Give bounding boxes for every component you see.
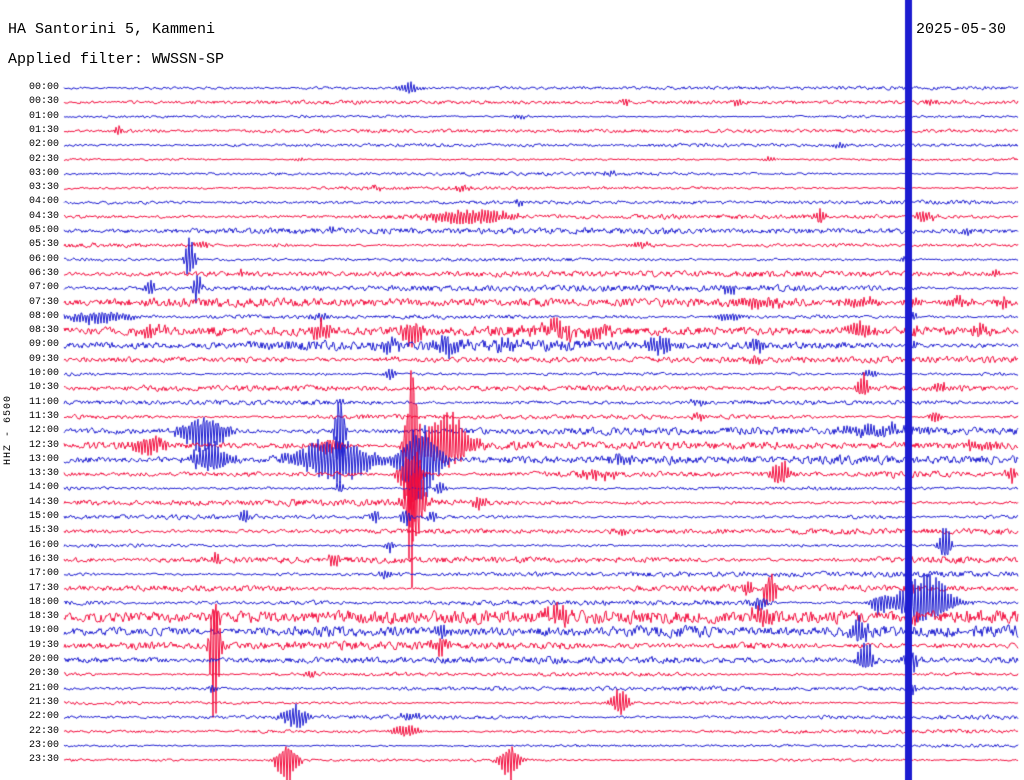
time-label: 15:30 — [28, 525, 59, 537]
time-label: 03:30 — [28, 182, 59, 194]
time-label: 07:30 — [28, 296, 59, 308]
time-label: 22:30 — [28, 725, 59, 737]
time-label: 12:00 — [28, 425, 59, 437]
time-label: 04:30 — [28, 210, 59, 222]
time-label: 23:00 — [28, 739, 59, 751]
time-label: 16:30 — [28, 553, 59, 565]
time-label: 05:00 — [28, 225, 59, 236]
time-label: 17:30 — [28, 582, 59, 594]
time-label: 16:00 — [28, 539, 59, 551]
time-label: 22:00 — [28, 711, 59, 723]
time-label: 21:00 — [28, 682, 59, 694]
time-label: 01:30 — [28, 124, 59, 136]
filter-label: Applied filter: WWSSN-SP — [8, 51, 225, 68]
date-label: 2025-05-30 — [916, 21, 1007, 38]
time-label: 11:30 — [28, 410, 59, 422]
time-label: 02:00 — [28, 139, 59, 151]
time-label: 06:00 — [28, 253, 59, 265]
time-label: 14:00 — [28, 482, 59, 494]
time-label: 05:30 — [28, 239, 59, 251]
time-label: 19:30 — [28, 639, 59, 651]
station-title: HA Santorini 5, Kammeni — [8, 21, 216, 38]
time-label: 18:00 — [28, 596, 59, 608]
time-label: 06:30 — [28, 267, 59, 279]
time-label: 23:30 — [28, 754, 59, 766]
time-label: 20:00 — [28, 654, 59, 665]
time-label: 10:30 — [28, 382, 59, 394]
time-label: 13:30 — [28, 468, 59, 480]
time-label: 00:00 — [28, 82, 59, 93]
time-label: 21:30 — [28, 696, 59, 708]
time-label: 17:00 — [28, 568, 59, 580]
time-label: 04:00 — [28, 196, 59, 208]
time-label: 08:30 — [28, 325, 59, 337]
time-label: 03:00 — [28, 167, 59, 179]
time-label: 02:30 — [28, 153, 59, 165]
time-label: 20:30 — [28, 668, 59, 680]
time-label: 09:30 — [28, 353, 59, 365]
time-label: 09:00 — [28, 339, 59, 351]
time-label: 08:00 — [28, 310, 59, 322]
time-label: 19:00 — [28, 625, 59, 637]
time-label: 01:00 — [28, 110, 59, 122]
time-label: 10:00 — [28, 368, 59, 379]
time-label: 14:30 — [28, 496, 59, 508]
time-label: 18:30 — [28, 611, 59, 623]
time-label: 15:00 — [28, 511, 59, 522]
time-label: 13:00 — [28, 453, 59, 465]
time-label: 07:00 — [28, 282, 59, 294]
time-label: 12:30 — [28, 439, 59, 451]
time-label: 00:30 — [28, 96, 59, 108]
time-label: 11:00 — [28, 396, 59, 408]
